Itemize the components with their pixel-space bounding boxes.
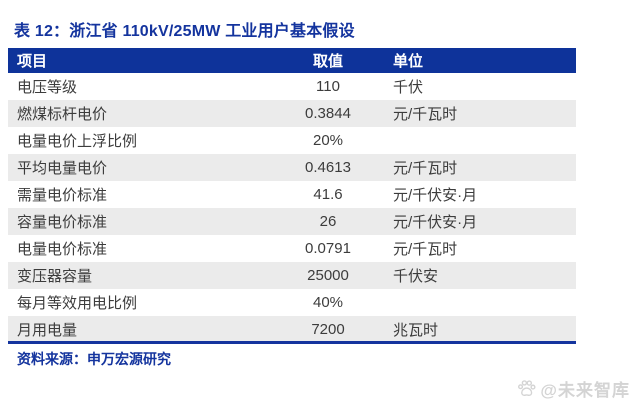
row-unit: 元/千伏安·月	[393, 187, 478, 204]
table-row: 每月等效用电比例 40%	[8, 289, 576, 316]
row-unit: 兆瓦时	[393, 322, 439, 339]
row-value: 0.3844	[305, 105, 351, 122]
watermark: @未来智库	[516, 376, 630, 401]
data-source-note: 资料来源：申万宏源研究	[17, 351, 171, 367]
row-item-label: 电量电价标准	[17, 241, 108, 258]
row-value: 25000	[307, 267, 349, 284]
row-unit: 元/千伏安·月	[393, 214, 478, 231]
row-item-label: 每月等效用电比例	[17, 295, 138, 312]
row-value: 20%	[312, 132, 344, 149]
paw-icon	[516, 378, 537, 399]
table-header-row: 项目 取值 单位	[8, 48, 576, 73]
table-row: 电量电价标准 0.0791 元/千瓦时	[8, 235, 576, 262]
row-item-label: 电压等级	[17, 79, 78, 96]
column-header-unit: 单位	[393, 53, 424, 70]
row-unit: 元/千瓦时	[393, 160, 458, 177]
table-row: 需量电价标准 41.6 元/千伏安·月	[8, 181, 576, 208]
row-unit: 元/千瓦时	[393, 106, 458, 123]
table-row: 变压器容量 25000 千伏安	[8, 262, 576, 289]
column-header-value: 取值	[312, 53, 343, 70]
row-unit: 千伏	[393, 79, 424, 96]
row-item-label: 需量电价标准	[17, 187, 108, 204]
column-header-item: 项目	[17, 53, 48, 70]
row-value: 26	[319, 213, 337, 230]
table-row: 平均电量电价 0.4613 元/千瓦时	[8, 154, 576, 181]
row-value: 7200	[311, 321, 345, 338]
watermark-text: @未来智库	[540, 381, 630, 400]
table-bottom-rule	[8, 341, 576, 344]
row-unit: 千伏安	[393, 268, 439, 285]
row-item-label: 月用电量	[17, 322, 78, 339]
table-row: 容量电价标准 26 元/千伏安·月	[8, 208, 576, 235]
row-value: 40%	[312, 294, 344, 311]
row-value: 0.0791	[305, 240, 351, 257]
row-item-label: 燃煤标杆电价	[17, 106, 108, 123]
table-row: 电量电价上浮比例 20%	[8, 127, 576, 154]
assumptions-table: 项目 取值 单位 电压等级 110 千伏 燃煤标杆电价 0.3844 元/千瓦时…	[8, 48, 576, 343]
row-unit: 元/千瓦时	[393, 241, 458, 258]
table-row: 燃煤标杆电价 0.3844 元/千瓦时	[8, 100, 576, 127]
row-value: 0.4613	[305, 159, 351, 176]
row-item-label: 变压器容量	[17, 268, 93, 285]
row-item-label: 平均电量电价	[17, 160, 108, 177]
row-value: 41.6	[313, 186, 343, 203]
row-item-label: 电量电价上浮比例	[17, 133, 138, 150]
table-row: 电压等级 110 千伏	[8, 73, 576, 100]
row-item-label: 容量电价标准	[17, 214, 108, 231]
row-value: 110	[316, 78, 340, 95]
page-title: 表 12：浙江省 110kV/25MW 工业用户基本假设	[14, 23, 355, 40]
table-row: 月用电量 7200 兆瓦时	[8, 316, 576, 343]
